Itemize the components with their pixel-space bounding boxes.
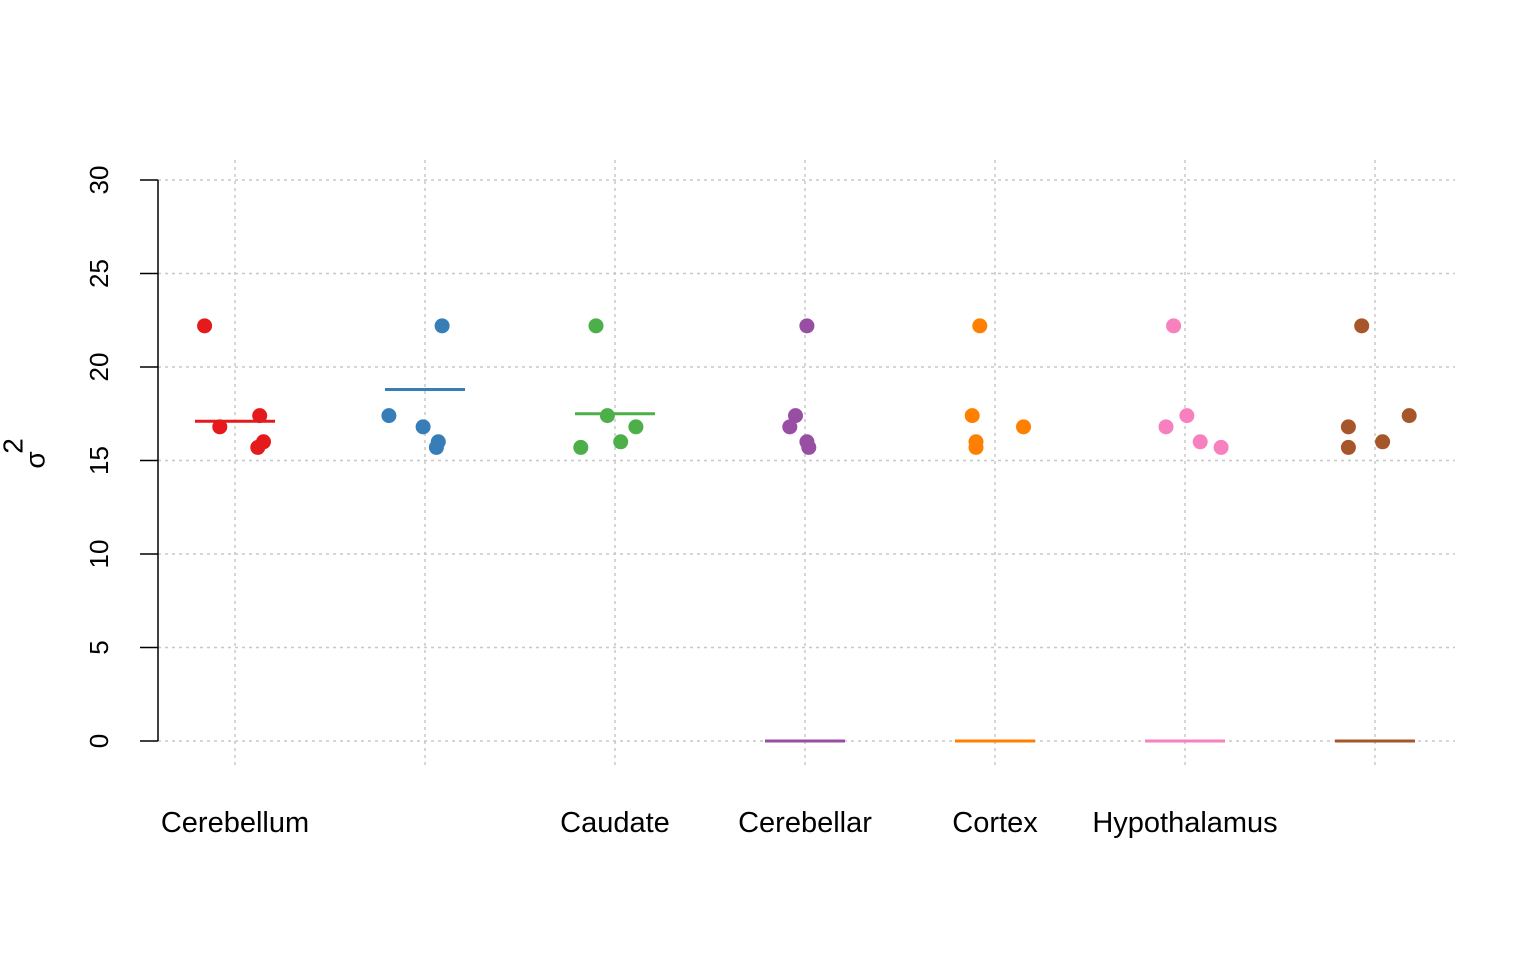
- y-axis-title-symbol: σ: [19, 451, 50, 468]
- point-1-2: [415, 419, 431, 435]
- y-tick-label-20: 20: [84, 353, 114, 382]
- point-5-0: [1166, 318, 1182, 334]
- point-3-4: [801, 439, 817, 455]
- data-points: [197, 318, 1417, 455]
- point-1-4: [428, 439, 444, 455]
- category-label-4: Cortex: [952, 807, 1038, 839]
- point-2-0: [588, 318, 604, 334]
- grid-layer: [158, 160, 1455, 766]
- point-2-1: [599, 408, 615, 424]
- point-2-2: [628, 419, 644, 435]
- y-tick-label-30: 30: [84, 166, 114, 195]
- category-labels: Cerebellum Caudate Cerebellar Cortex Hypotha…: [161, 807, 1278, 839]
- point-0-0: [197, 318, 213, 334]
- y-axis-title-group: σ2: [0, 438, 50, 468]
- point-5-2: [1158, 419, 1174, 435]
- point-0-1: [212, 419, 228, 435]
- point-6-1: [1401, 408, 1417, 424]
- point-5-1: [1179, 408, 1195, 424]
- point-6-3: [1375, 434, 1391, 450]
- category-label-5: Hypothalamus: [1092, 807, 1277, 839]
- point-4-1: [964, 408, 980, 424]
- category-label-3: Cerebellar: [738, 807, 872, 839]
- point-6-2: [1340, 419, 1356, 435]
- point-0-2: [252, 408, 268, 424]
- point-0-4: [250, 439, 266, 455]
- category-label-0: Cerebellum: [161, 807, 309, 839]
- y-axis: 0 5 10 15 20 25 30: [84, 166, 159, 748]
- y-tick-label-5: 5: [84, 640, 114, 654]
- point-6-0: [1354, 318, 1370, 334]
- category-label-2: Caudate: [560, 807, 670, 839]
- point-5-4: [1213, 439, 1229, 455]
- point-2-3: [613, 434, 629, 450]
- y-tick-label-0: 0: [84, 734, 114, 748]
- y-tick-label-15: 15: [84, 446, 114, 475]
- point-4-4: [968, 439, 984, 455]
- point-3-0: [799, 318, 815, 334]
- point-2-4: [573, 439, 589, 455]
- point-3-1: [788, 408, 803, 424]
- point-3-2: [782, 419, 798, 435]
- y-tick-label-10: 10: [84, 540, 114, 569]
- point-4-0: [972, 318, 988, 334]
- y-axis-title-superscript: 2: [0, 438, 28, 454]
- point-1-0: [434, 318, 450, 334]
- y-axis-title: σ2: [0, 438, 50, 468]
- point-5-3: [1192, 434, 1208, 450]
- point-1-1: [381, 408, 397, 424]
- y-tick-label-25: 25: [84, 259, 114, 288]
- point-6-4: [1340, 439, 1356, 455]
- point-4-2: [1016, 419, 1031, 435]
